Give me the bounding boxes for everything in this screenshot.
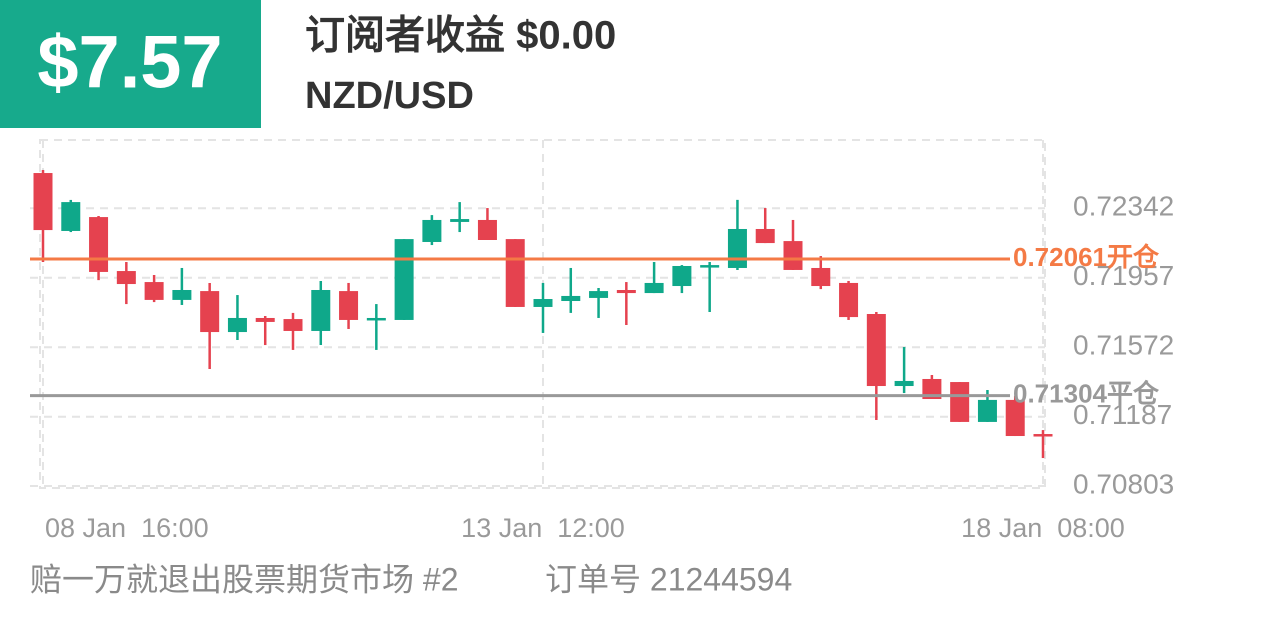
candle-body xyxy=(450,219,470,222)
candle-body xyxy=(561,295,581,302)
candle-body xyxy=(866,314,886,387)
candle-body xyxy=(283,319,303,331)
x-tick-label: 08 Jan 16:00 xyxy=(45,513,209,543)
candle-body xyxy=(672,265,692,287)
candle-body xyxy=(589,291,609,298)
candle-body xyxy=(505,239,525,307)
candle-body xyxy=(394,239,414,320)
symbol: NZD/USD xyxy=(305,75,474,117)
candle-body xyxy=(200,291,220,333)
candle-body xyxy=(61,202,81,231)
candle-body xyxy=(894,380,914,387)
candle-body xyxy=(422,219,442,242)
candle-body xyxy=(172,289,192,300)
candle-body xyxy=(616,289,636,294)
candle-body xyxy=(116,271,136,285)
candle-body xyxy=(977,399,997,422)
candle-body xyxy=(255,317,275,322)
y-tick-label: 0.71572 xyxy=(1073,330,1174,361)
candle-body xyxy=(339,291,359,320)
candle-body xyxy=(755,228,775,244)
y-tick-label: 0.70803 xyxy=(1073,468,1174,499)
candle-body xyxy=(144,282,164,300)
x-tick-label: 18 Jan 08:00 xyxy=(961,513,1125,543)
y-tick-label: 0.72342 xyxy=(1073,191,1174,222)
y-tick-label: 0.71187 xyxy=(1073,399,1172,430)
x-tick-label: 13 Jan 12:00 xyxy=(461,513,625,543)
strategy-name: 赔一万就退出股票期货市场 #2 xyxy=(30,561,459,597)
candle-body xyxy=(366,317,386,321)
candle-body xyxy=(227,317,247,333)
candle-body xyxy=(783,241,803,270)
candle-body xyxy=(1033,434,1053,437)
candle-body xyxy=(950,382,970,422)
order-number: 订单号 21244594 xyxy=(545,561,792,597)
candle-body xyxy=(1005,399,1025,437)
candle-body xyxy=(89,217,109,272)
candle-body xyxy=(33,173,53,231)
candle-body xyxy=(311,289,331,331)
candle-body xyxy=(922,378,942,400)
candle-body xyxy=(727,228,747,268)
plot-frame xyxy=(39,139,1046,489)
price: $7.57 xyxy=(37,21,222,104)
candle-body xyxy=(839,282,859,318)
y-tick-label: 0.71957 xyxy=(1073,260,1174,291)
candle-body xyxy=(700,265,720,268)
title: 订阅者收益 $0.00 xyxy=(305,14,616,58)
price-line-label: 0.72061开仓 xyxy=(1013,242,1160,272)
candle-body xyxy=(644,282,664,294)
candle-body xyxy=(533,299,553,307)
candle-body xyxy=(811,267,831,287)
price-badge xyxy=(0,0,261,128)
price-line-label: 0.71304平仓 xyxy=(1013,378,1160,408)
candle-body xyxy=(477,219,497,240)
